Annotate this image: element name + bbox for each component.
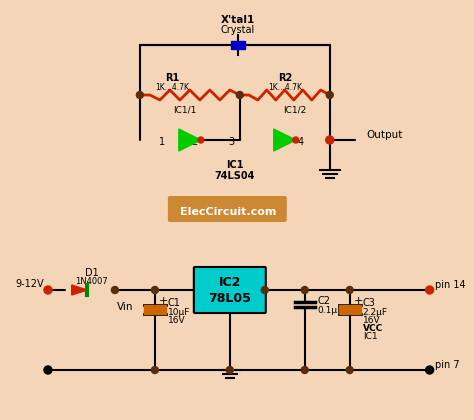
Text: X'tal1: X'tal1	[221, 15, 255, 25]
Text: 1N4007: 1N4007	[75, 277, 108, 286]
Circle shape	[301, 367, 308, 373]
Text: VCC: VCC	[363, 324, 383, 333]
Text: C3: C3	[363, 298, 375, 308]
Text: Crystal: Crystal	[221, 25, 255, 35]
Circle shape	[226, 367, 233, 373]
Text: pin 7: pin 7	[435, 360, 459, 370]
Text: R2: R2	[278, 73, 292, 83]
Circle shape	[44, 366, 52, 374]
Circle shape	[301, 286, 308, 294]
Text: 9-12V: 9-12V	[15, 279, 44, 289]
Circle shape	[151, 367, 158, 373]
FancyBboxPatch shape	[168, 196, 287, 222]
Text: IC1/2: IC1/2	[283, 105, 306, 114]
Text: +: +	[159, 296, 168, 306]
Text: 1K...4.7K: 1K...4.7K	[268, 82, 302, 92]
Circle shape	[426, 366, 434, 374]
Text: ElecCircuit.com: ElecCircuit.com	[180, 207, 276, 217]
Text: 2.2μF: 2.2μF	[363, 308, 388, 317]
Circle shape	[293, 137, 299, 143]
Text: D1: D1	[85, 268, 99, 278]
Text: 10μF: 10μF	[168, 308, 190, 317]
Text: 0.1μF: 0.1μF	[318, 306, 343, 315]
Text: 1K...4.7K: 1K...4.7K	[155, 82, 189, 92]
Circle shape	[326, 136, 334, 144]
Text: Output: Output	[367, 130, 403, 140]
Circle shape	[151, 286, 158, 294]
Bar	[144, 305, 166, 314]
Circle shape	[198, 137, 204, 143]
Circle shape	[346, 367, 353, 373]
Text: pin 14: pin 14	[435, 280, 465, 290]
Text: IC2: IC2	[219, 276, 241, 289]
Text: 1: 1	[159, 137, 165, 147]
Text: IC1: IC1	[363, 332, 377, 341]
Text: 78L05: 78L05	[209, 291, 251, 304]
Circle shape	[111, 286, 118, 294]
Circle shape	[44, 286, 52, 294]
Polygon shape	[274, 129, 296, 151]
Text: C2: C2	[318, 296, 331, 306]
Text: 3: 3	[229, 137, 235, 147]
Polygon shape	[72, 285, 87, 295]
Text: 4: 4	[298, 137, 304, 147]
Circle shape	[346, 286, 353, 294]
Text: 16V: 16V	[363, 316, 380, 325]
Polygon shape	[179, 129, 201, 151]
Text: C1: C1	[168, 298, 181, 308]
Text: IC1/1: IC1/1	[173, 105, 197, 114]
Bar	[339, 305, 361, 314]
Circle shape	[137, 92, 143, 99]
Circle shape	[426, 286, 434, 294]
Bar	[231, 41, 245, 49]
Text: R1: R1	[165, 73, 179, 83]
Text: Vin: Vin	[117, 302, 133, 312]
Text: +: +	[354, 296, 363, 306]
Text: 16V: 16V	[168, 316, 185, 325]
Text: 2: 2	[191, 137, 198, 147]
Circle shape	[237, 92, 243, 99]
Text: IC1: IC1	[226, 160, 244, 170]
Text: 74LS04: 74LS04	[215, 171, 255, 181]
Circle shape	[326, 92, 333, 99]
Circle shape	[261, 286, 268, 294]
FancyBboxPatch shape	[194, 267, 266, 313]
